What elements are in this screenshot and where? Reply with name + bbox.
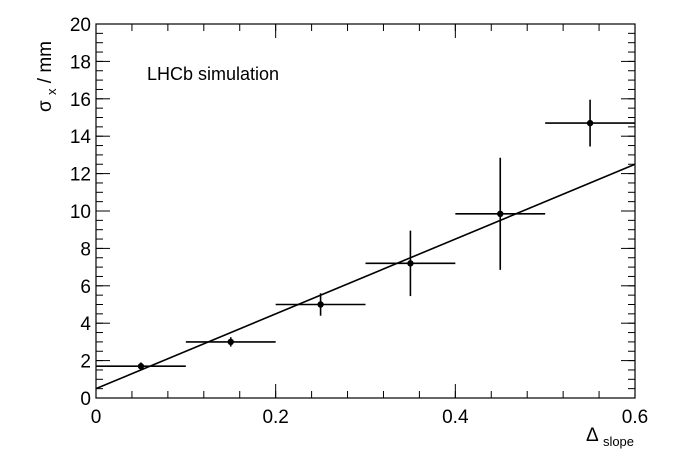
- x-tick-label: 0.2: [262, 407, 288, 428]
- y-tick-label: 20: [70, 15, 91, 36]
- y-tick-label: 2: [80, 352, 91, 373]
- y-tick-label: 6: [80, 277, 91, 298]
- tick-labels: 0 0.2 0.4 0.6 0 2 4 6 8 10 12 14 16 18 20: [70, 15, 648, 428]
- data-point: [185, 337, 276, 347]
- ticks: [95, 23, 636, 399]
- marker: [317, 301, 324, 308]
- y-tick-label: 10: [70, 202, 91, 223]
- data-point: [545, 99, 635, 147]
- data-point: [275, 293, 366, 316]
- marker: [586, 119, 594, 127]
- y-tick-label: 18: [70, 52, 91, 73]
- marker: [227, 338, 234, 346]
- x-tick-label: 0.4: [442, 407, 469, 428]
- x-tick-label: 0: [91, 407, 102, 428]
- fit-line: [95, 163, 636, 390]
- annotation: LHCb simulation: [147, 64, 279, 84]
- y-axis-title: σ x / mm: [35, 41, 61, 112]
- data-point: [455, 157, 546, 270]
- x-axis-title-main: Δ: [586, 425, 599, 446]
- marker: [137, 363, 145, 370]
- y-tick-label: 14: [70, 127, 92, 148]
- y-tick-label: 4: [80, 314, 91, 335]
- y-tick-label: 12: [70, 165, 91, 186]
- x-axis-title-sub: slope: [603, 434, 634, 449]
- y-tick-label: 16: [70, 90, 91, 111]
- y-axis-title-main: σ: [35, 100, 56, 112]
- marker: [497, 210, 504, 218]
- data-points: [96, 99, 635, 370]
- y-axis-title-rest: / mm: [35, 41, 56, 83]
- x-axis-title: Δ slope: [586, 425, 634, 449]
- y-tick-label: 0: [80, 389, 91, 410]
- data-point: [365, 230, 456, 297]
- marker: [407, 260, 414, 267]
- data-point: [96, 362, 186, 370]
- y-tick-label: 8: [80, 239, 91, 260]
- x-tick-label: 0.6: [622, 407, 648, 428]
- y-axis-title-sub: x: [44, 88, 59, 95]
